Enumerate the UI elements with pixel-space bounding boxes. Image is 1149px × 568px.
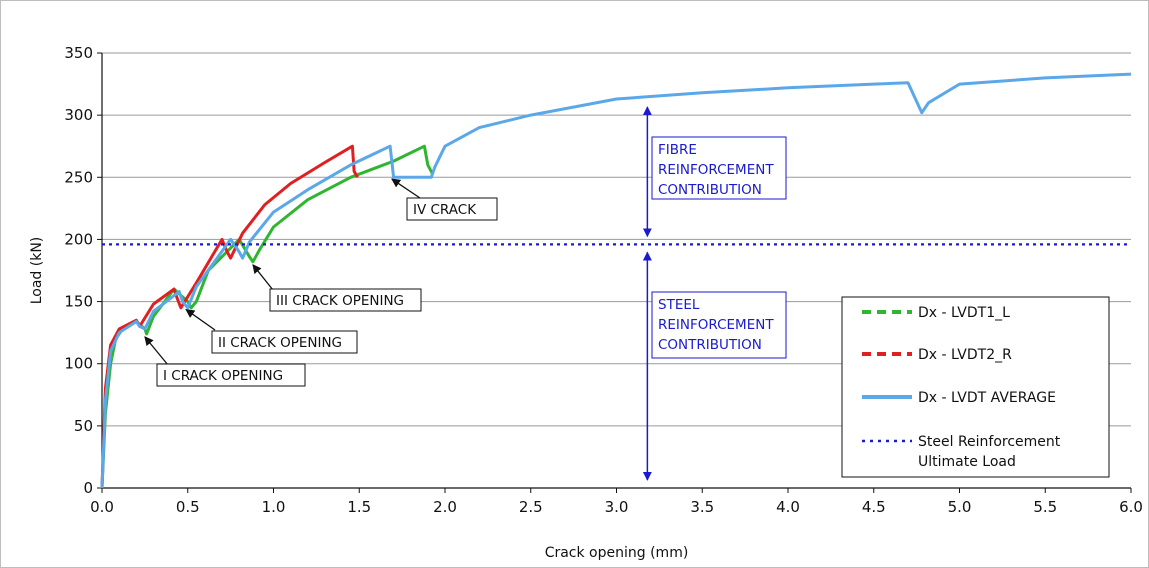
annotation-arrow [252, 264, 274, 291]
y-tick-label: 250 [64, 168, 93, 186]
annotation-arrow [185, 309, 216, 331]
x-tick-label: 1.0 [262, 498, 286, 516]
annotation-arrow [391, 178, 421, 199]
range-label-box [651, 136, 787, 200]
y-tick-label: 100 [64, 355, 93, 373]
y-axis-label: Load (kN) [29, 237, 45, 305]
x-tick-label: 6.0 [1119, 498, 1143, 516]
legend-box [841, 296, 1110, 478]
range-label-text: REINFORCEMENT [658, 162, 774, 178]
x-tick-label: 4.0 [776, 498, 800, 516]
x-tick-label: 0.0 [90, 498, 114, 516]
annotation-label: II CRACK OPENING [218, 335, 342, 351]
legend-label: Dx - LVDT1_L [918, 305, 1010, 321]
series-line-1 [100, 144, 359, 489]
range-label-text: STEEL [658, 297, 700, 313]
annotation-box [269, 288, 422, 312]
y-tick-label: 300 [64, 106, 93, 124]
y-tick-label: 0 [83, 479, 93, 497]
x-axis-label: Crack opening (mm) [545, 545, 689, 561]
annotation-label: III CRACK OPENING [276, 293, 404, 309]
annotation-box [406, 197, 498, 221]
legend-label: Steel Reinforcement [918, 434, 1061, 450]
x-tick-label: 0.5 [176, 498, 200, 516]
x-tick-label: 5.5 [1033, 498, 1057, 516]
y-tick-label: 50 [74, 417, 93, 435]
annotation-box [211, 330, 358, 354]
range-label-text: FIBRE [658, 142, 697, 158]
range-label-text: REINFORCEMENT [658, 317, 774, 333]
range-label-text: CONTRIBUTION [658, 337, 762, 353]
legend-label: Ultimate Load [918, 454, 1016, 470]
x-tick-label: 2.0 [433, 498, 457, 516]
range-label-text: CONTRIBUTION [658, 182, 762, 198]
legend-label: Dx - LVDT2_R [918, 347, 1012, 363]
annotation-arrow [144, 336, 169, 366]
x-tick-label: 2.5 [519, 498, 543, 516]
annotation-label: I CRACK OPENING [163, 368, 283, 384]
x-tick-label: 1.5 [347, 498, 371, 516]
x-tick-label: 5.0 [948, 498, 972, 516]
x-tick-label: 4.5 [862, 498, 886, 516]
annotation-label: IV CRACK [413, 202, 477, 218]
x-tick-label: 3.0 [605, 498, 629, 516]
series-line-2 [100, 72, 1132, 489]
y-tick-label: 200 [64, 230, 93, 248]
range-label-box [651, 291, 787, 359]
legend-label: Dx - LVDT AVERAGE [918, 390, 1056, 406]
y-tick-label: 350 [64, 44, 93, 62]
y-tick-label: 150 [64, 293, 93, 311]
x-tick-label: 3.5 [690, 498, 714, 516]
annotation-box [156, 363, 306, 387]
